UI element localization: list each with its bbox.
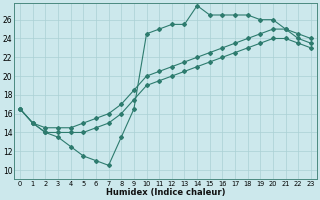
X-axis label: Humidex (Indice chaleur): Humidex (Indice chaleur) xyxy=(106,188,225,197)
